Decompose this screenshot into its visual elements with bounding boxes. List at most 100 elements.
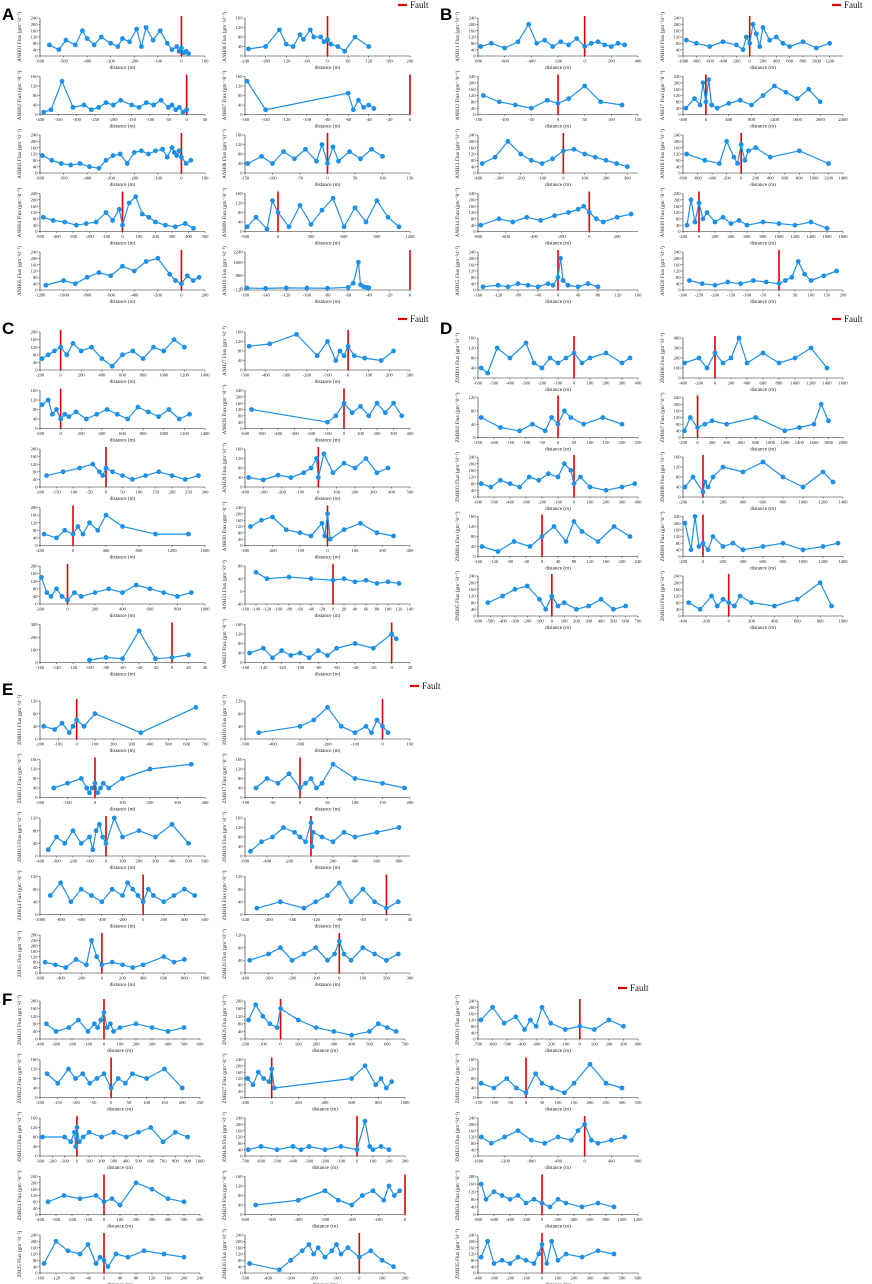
x-tick-label: 0 (271, 1100, 274, 1105)
panel-label-b: B (440, 5, 452, 24)
x-tick-label: 400 (571, 1217, 579, 1222)
x-tick-label: 150 (635, 117, 643, 122)
subplot-zmh20: -400 -300 -200 -100 0 100 200 30004080120distan… (221, 929, 414, 988)
y-tick-label: 80 (238, 93, 243, 98)
data-point (582, 83, 588, 89)
data-point (558, 255, 563, 261)
data-point (555, 421, 561, 427)
y-tick-label: 80 (33, 1135, 38, 1140)
x-axis-label: distance (m) (545, 1164, 571, 1171)
x-tick-label: 200 (110, 742, 118, 747)
x-tick-label: -150 (52, 490, 61, 495)
data-point (373, 1082, 379, 1088)
data-point (393, 636, 399, 642)
x-axis-label: distance (m) (110, 747, 136, 754)
data-point (523, 1090, 529, 1096)
x-tick-label: 100 (333, 490, 341, 495)
x-tick-label: 0 (541, 1217, 544, 1222)
data-point (366, 44, 372, 49)
x-tick-label: -400 (264, 1276, 273, 1281)
data-point (275, 780, 281, 786)
x-tick-label: -80 (507, 559, 514, 564)
data-point (325, 704, 330, 710)
y-tick-label: 40 (33, 724, 38, 729)
x-tick-label: -200 (241, 1042, 250, 1047)
x-tick-label: -100 (490, 1100, 499, 1105)
x-tick-label: -200 (264, 917, 273, 922)
data-point (512, 586, 518, 592)
x-tick-label: 40 (353, 607, 358, 612)
y-tick-label: 40 (471, 1264, 476, 1269)
x-tick-label: 1200 (180, 431, 190, 436)
x-axis-label: distance (m) (315, 612, 341, 619)
subplot-anh24: -400 0 400 800 1200 160004080120160200distanc… (31, 505, 211, 560)
data-point (108, 273, 114, 279)
flux-series-line (47, 1182, 185, 1206)
y-tick-label: 160 (674, 527, 682, 532)
x-tick-label: 150 (379, 800, 387, 805)
data-point (510, 219, 516, 225)
data-point (167, 271, 173, 277)
data-point (374, 198, 380, 204)
data-point (552, 213, 557, 219)
y-tick-label: 120 (674, 594, 682, 599)
data-point (549, 593, 555, 599)
x-tick-label: -500 (241, 373, 250, 378)
data-point (130, 886, 136, 892)
data-point (181, 886, 187, 892)
y-tick-label: 160 (31, 454, 39, 459)
x-tick-label: -600 (474, 381, 483, 386)
y-tick-label: 160 (236, 1128, 244, 1133)
data-point (283, 285, 289, 291)
y-tick-label: 0 (473, 435, 476, 440)
data-point (370, 1147, 376, 1153)
data-point (530, 421, 535, 427)
y-tick-label: 0 (240, 543, 243, 548)
y-tick-label: 0 (240, 795, 243, 800)
data-point (539, 1200, 545, 1206)
x-tick-label: -200 (241, 1100, 250, 1105)
data-point (319, 207, 325, 213)
data-point (109, 886, 115, 892)
y-axis-label: ZMH11 Flux (gm⁻²d⁻¹) (16, 695, 23, 745)
data-point (328, 41, 334, 47)
x-tick-label: 0 (59, 431, 62, 436)
data-point (140, 962, 146, 968)
x-tick-label: -500 (241, 1276, 250, 1281)
y-tick-label: 80 (33, 216, 38, 221)
x-tick-label: 0 (72, 548, 75, 553)
y-axis-label: ZMH31 Flux (gm⁻²d⁻¹) (454, 995, 461, 1045)
x-tick-label: 0 (579, 1042, 582, 1047)
x-tick-label: -1200 (35, 293, 46, 298)
data-point (488, 484, 494, 490)
x-tick-label: 200 (147, 800, 155, 805)
y-tick-label: 240 (31, 191, 39, 196)
subplot-zmh10: -400 -200 0 200 400 600 800 1000040801201602002… (659, 571, 848, 631)
y-tick-label: 40 (676, 223, 681, 228)
y-tick-label: 100 (31, 647, 39, 652)
data-point (507, 1196, 513, 1202)
data-point (608, 1137, 614, 1143)
x-tick-label: -60 (119, 665, 126, 670)
x-axis-label: distance (m) (545, 240, 571, 247)
y-tick-label: 200 (236, 1122, 244, 1127)
x-tick-label: 40 (118, 1276, 123, 1281)
x-tick-label: -20 (386, 117, 393, 122)
subplot-anh08: -150 -100 -50 0 50 100 15004080120160distance … (221, 129, 414, 188)
x-tick-label: -120 (52, 1276, 61, 1281)
data-point (110, 102, 116, 108)
data-point (539, 161, 545, 166)
y-tick-label: 120 (236, 339, 244, 344)
data-point (299, 1248, 305, 1254)
x-tick-label: 0 (338, 976, 341, 981)
x-tick-label: 400 (181, 917, 189, 922)
data-point (368, 1248, 374, 1254)
y-tick-label: 80 (676, 158, 681, 163)
data-point (697, 606, 703, 612)
data-point (311, 717, 317, 723)
x-tick-label: 0 (557, 117, 560, 122)
data-point (746, 148, 751, 154)
y-tick-label: 40 (33, 281, 38, 286)
data-point (181, 1199, 187, 1205)
y-axis-label: ANH11 Flux (gm⁻²d⁻¹) (454, 12, 461, 62)
